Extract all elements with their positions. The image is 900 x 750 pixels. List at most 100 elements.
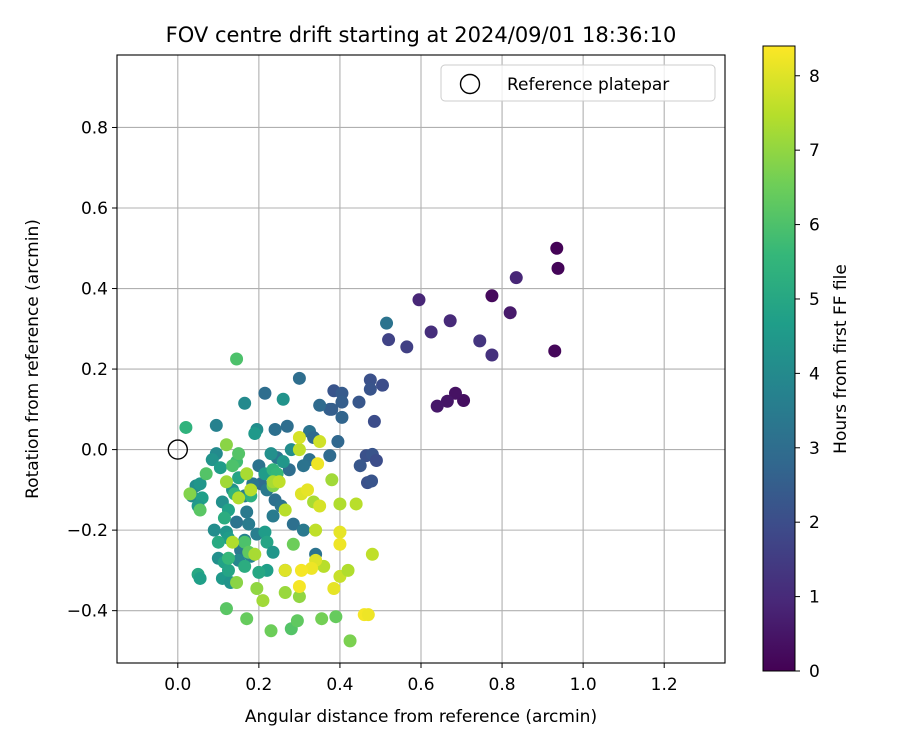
data-point [509,271,523,285]
data-point [207,523,221,537]
data-point [333,497,347,511]
data-point [380,316,394,330]
colorbar-tick-label: 3 [809,439,820,459]
colorbar-ticks: 0 1 2 3 4 5 6 7 8 [795,67,820,682]
legend-box [440,64,716,102]
data-point [244,483,258,497]
data-point [548,344,562,358]
data-point [400,340,414,354]
x-tick-label: 0.2 [245,675,272,695]
data-point [473,334,487,348]
data-point [440,394,454,408]
data-point [424,325,438,339]
data-point [349,497,363,511]
data-point [272,475,286,489]
data-point [290,614,304,628]
data-point [232,491,246,505]
y-tick-label: 0.6 [81,199,108,219]
data-point [551,261,565,275]
data-point [292,371,306,385]
data-point [230,352,244,366]
data-point [280,419,294,433]
data-point [430,399,444,413]
data-point [305,561,319,575]
data-point [335,410,349,424]
data-point [485,289,499,303]
colorbar-tick-label: 4 [809,364,820,384]
data-point [325,402,339,416]
data-point [240,467,254,481]
data-point [296,523,310,537]
data-point [335,395,349,409]
data-point [363,373,377,387]
data-point [341,563,355,577]
data-point [256,594,270,608]
data-point [313,435,327,449]
data-point [258,386,272,400]
y-tick-label: −0.4 [67,602,108,622]
colorbar-tick-label: 6 [809,216,820,236]
data-point [412,293,426,307]
data-point [367,414,381,428]
data-point [183,487,197,501]
colorbar-tick-label: 5 [809,290,820,310]
data-point [226,535,240,549]
data-point [294,563,308,577]
data-point [230,515,244,529]
data-point [266,545,280,559]
data-point [296,459,310,473]
data-point [179,420,193,434]
data-point [221,551,235,565]
data-point [365,547,379,561]
data-point [315,612,329,626]
data-point [313,499,327,513]
y-tick-label: −0.2 [67,521,108,541]
data-point [323,449,337,463]
data-point [209,418,223,432]
colorbar-tick-label: 8 [809,67,820,87]
data-point [221,563,235,577]
data-point [242,517,256,531]
data-point [365,474,379,488]
data-point [217,511,231,525]
data-point [327,582,341,596]
data-point [252,565,266,579]
data-point [353,459,367,473]
y-tick-label: 0.4 [81,280,108,300]
data-point [211,535,225,549]
x-tick-label: 1.0 [570,675,597,695]
data-point [250,582,264,596]
data-point [325,473,339,487]
data-point [286,537,300,551]
data-point [213,461,227,475]
data-point [240,612,254,626]
y-tick-label: 0.0 [81,441,108,461]
reference-platepar-marker [167,439,189,460]
x-tick-label: 1.2 [651,675,678,695]
x-tick-label: 0.6 [407,675,434,695]
colorbar-tick-label: 0 [809,662,820,682]
data-point [232,447,246,461]
data-point [278,503,292,517]
data-point [278,563,292,577]
data-point [333,537,347,551]
data-point [248,547,262,561]
colorbar-tick-label: 1 [809,588,820,608]
data-point [313,398,327,412]
x-axis-label: Angular distance from reference (arcmin) [245,707,597,727]
colorbar [763,46,795,671]
data-point [292,443,306,457]
data-point [301,483,315,497]
x-tick-label: 0.4 [326,675,353,695]
data-point [193,571,207,585]
data-point [238,396,252,410]
colorbar-label: Hours from first FF file [831,264,851,454]
data-point [286,517,300,531]
data-point [276,392,290,406]
data-point [219,438,233,452]
legend-marker-reference [459,73,481,95]
data-point [369,453,383,467]
data-point [260,535,274,549]
data-point [382,333,396,347]
